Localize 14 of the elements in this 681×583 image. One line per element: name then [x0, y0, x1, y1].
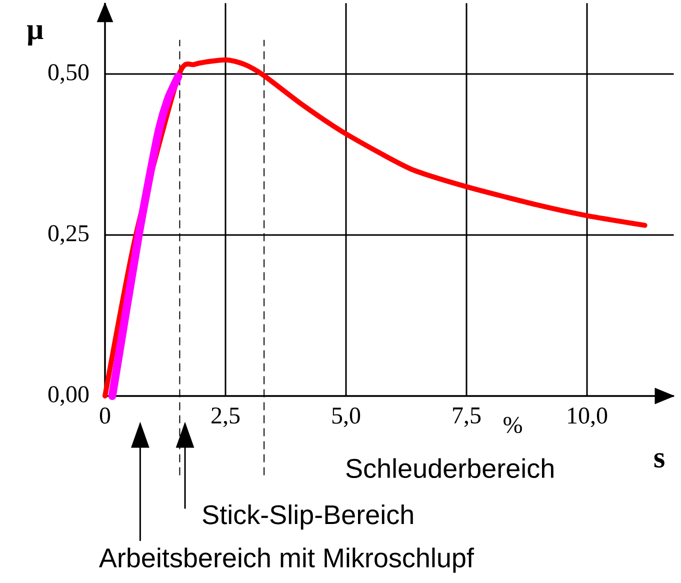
text: % — [504, 416, 522, 434]
text: Stick-Slip-Bereich — [202, 504, 413, 530]
y-tick-label: 0,50 — [48, 64, 89, 84]
x-tick-label: 0 — [100, 408, 110, 424]
x-tick-label: 2,5 — [212, 408, 240, 428]
x-tick-label: 5,0 — [332, 408, 360, 428]
text: Arbeitsbereich mit Mikroschlupf — [98, 548, 474, 573]
y-axis-title: μ — [26, 25, 44, 46]
y-tick-label: 0,25 — [48, 225, 89, 245]
x-axis-title: s — [654, 453, 664, 468]
x-tick-label: 7,5 — [453, 408, 481, 427]
text: Schleuderbereich — [346, 458, 554, 478]
y-tick-label: 0,00 — [48, 386, 89, 406]
x-tick-label: 10,0 — [568, 408, 608, 428]
